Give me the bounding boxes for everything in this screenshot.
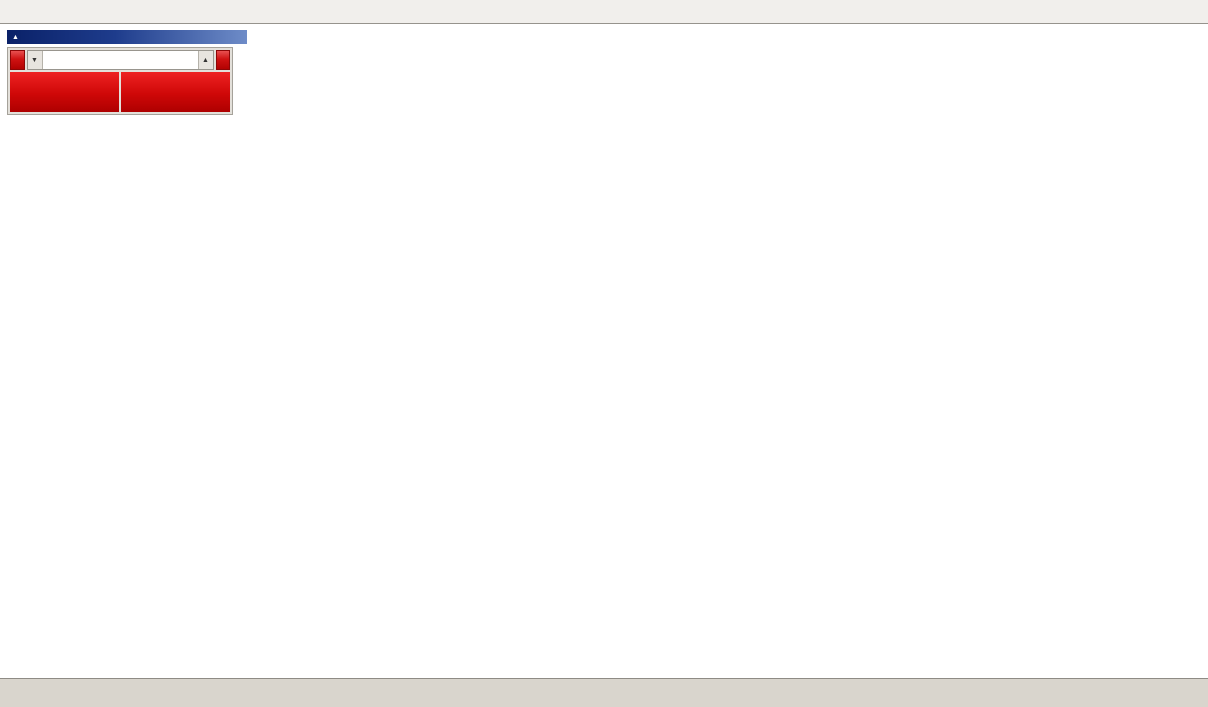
chart-window: ▲ ▼ ▲ <box>0 24 1208 678</box>
chart-title-bar[interactable]: ▲ <box>7 30 247 44</box>
macd-pane-splitter[interactable] <box>0 487 1208 491</box>
volume-decrease-icon[interactable]: ▼ <box>27 51 43 69</box>
volume-box: ▼ ▲ <box>26 50 214 70</box>
sell-button[interactable] <box>10 50 25 70</box>
chart-canvas[interactable] <box>0 24 1208 678</box>
volume-increase-icon[interactable]: ▲ <box>197 51 213 69</box>
timeframe-toolbar <box>0 0 1208 24</box>
chart-tabs-bar <box>0 678 1208 707</box>
macd-indicator-label <box>10 493 28 504</box>
volume-input[interactable] <box>42 51 198 69</box>
buy-price-display[interactable] <box>121 72 230 112</box>
chart-window-icon: ▲ <box>12 33 19 41</box>
one-click-trading-widget: ▼ ▲ <box>7 47 233 115</box>
rsi-indicator-label <box>10 574 22 585</box>
sell-price-display[interactable] <box>10 72 119 112</box>
rsi-pane-splitter[interactable] <box>0 567 1208 571</box>
time-axis[interactable] <box>0 658 1165 678</box>
price-axis[interactable] <box>1166 24 1208 657</box>
buy-button[interactable] <box>215 50 230 70</box>
